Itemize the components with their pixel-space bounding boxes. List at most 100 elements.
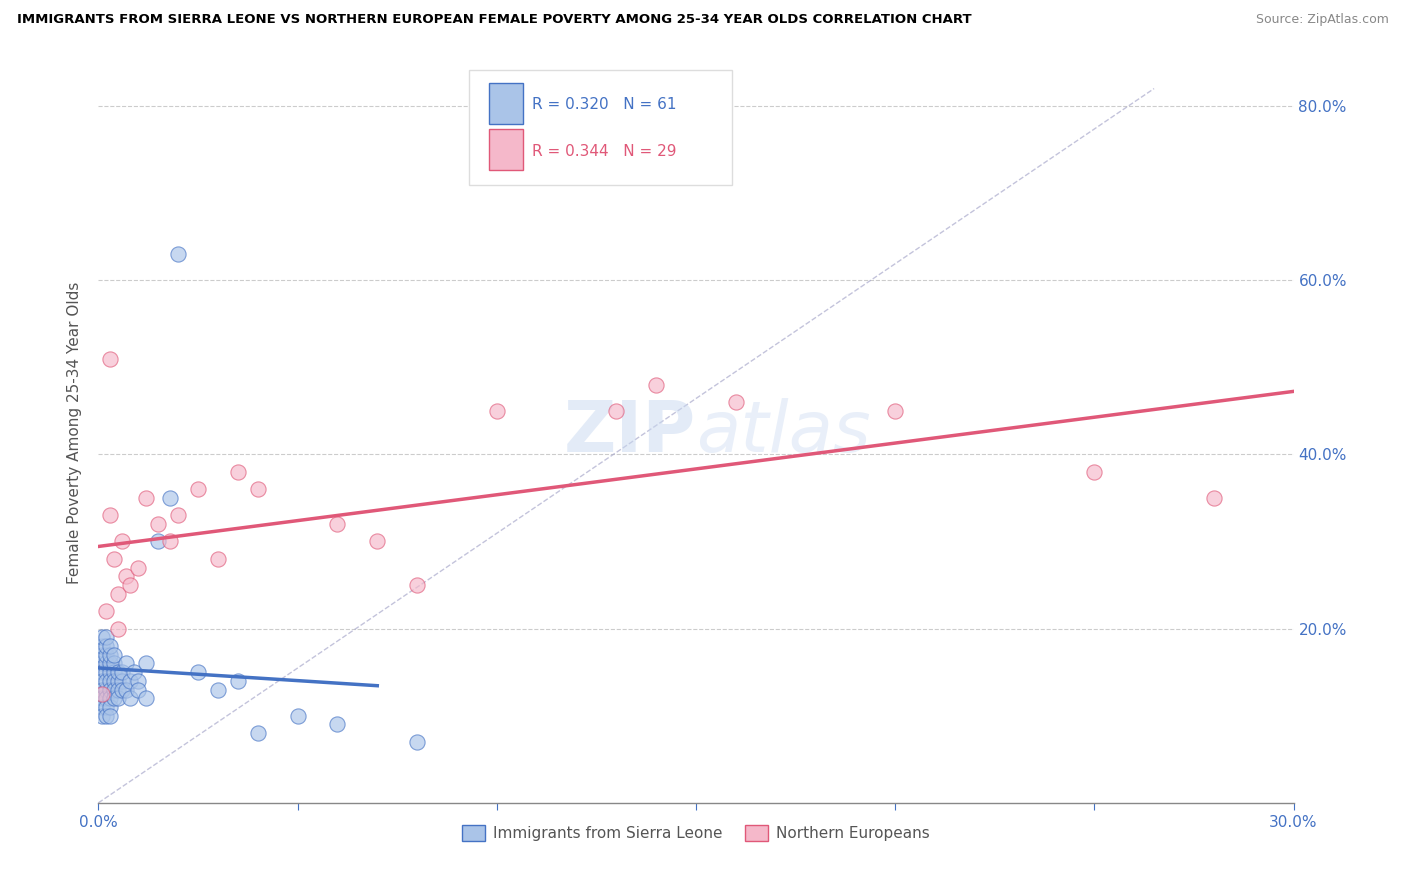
Point [127, 682, 149, 697]
Point [148, 517, 170, 532]
Point [91, 665, 114, 680]
Point [120, 673, 142, 688]
Point [120, 578, 142, 592]
Point [226, 673, 249, 688]
Point [91, 700, 114, 714]
FancyBboxPatch shape [489, 83, 523, 124]
Point [326, 717, 349, 731]
Point [96, 604, 118, 618]
Point [107, 673, 129, 688]
Point [124, 665, 146, 680]
Point [111, 682, 134, 697]
Point [187, 665, 209, 680]
Point [107, 587, 129, 601]
Point [96, 665, 118, 680]
Point [98, 648, 122, 662]
Text: ZIP: ZIP [564, 398, 696, 467]
Point [91, 687, 114, 701]
Point [96, 639, 118, 653]
Text: IMMIGRANTS FROM SIERRA LEONE VS NORTHERN EUROPEAN FEMALE POVERTY AMONG 25-34 YEA: IMMIGRANTS FROM SIERRA LEONE VS NORTHERN… [17, 13, 972, 27]
Point [91, 630, 114, 644]
Point [115, 657, 138, 671]
Legend: Immigrants from Sierra Leone, Northern Europeans: Immigrants from Sierra Leone, Northern E… [456, 819, 936, 847]
Point [187, 482, 209, 496]
Point [111, 534, 134, 549]
Point [91, 708, 114, 723]
Point [135, 691, 157, 706]
Point [103, 665, 125, 680]
Point [326, 517, 349, 532]
Point [96, 708, 118, 723]
Point [111, 665, 134, 680]
Point [167, 508, 190, 523]
Point [246, 482, 269, 496]
Point [91, 673, 114, 688]
Point [645, 377, 668, 392]
Point [98, 657, 122, 671]
Point [91, 648, 114, 662]
Point [98, 682, 122, 697]
Point [103, 552, 125, 566]
Point [98, 673, 122, 688]
Point [98, 508, 122, 523]
Text: atlas: atlas [696, 398, 870, 467]
Point [96, 682, 118, 697]
Point [96, 673, 118, 688]
Point [406, 578, 429, 592]
Point [485, 404, 508, 418]
Point [111, 673, 134, 688]
Point [207, 552, 229, 566]
Point [91, 682, 114, 697]
Point [107, 682, 129, 697]
Point [96, 691, 118, 706]
Point [96, 648, 118, 662]
Point [115, 682, 138, 697]
Point [287, 708, 309, 723]
Point [103, 682, 125, 697]
Point [148, 534, 170, 549]
Text: Source: ZipAtlas.com: Source: ZipAtlas.com [1256, 13, 1389, 27]
Point [98, 708, 122, 723]
Point [96, 630, 118, 644]
Point [724, 395, 747, 409]
Point [605, 404, 627, 418]
Text: R = 0.344   N = 29: R = 0.344 N = 29 [533, 144, 676, 159]
Point [1202, 491, 1225, 505]
Point [96, 657, 118, 671]
Point [91, 691, 114, 706]
Point [366, 534, 388, 549]
Point [103, 691, 125, 706]
Point [115, 569, 138, 583]
Point [98, 700, 122, 714]
Point [884, 404, 907, 418]
Point [207, 682, 229, 697]
Point [98, 665, 122, 680]
Point [107, 665, 129, 680]
Point [246, 726, 269, 740]
Point [103, 657, 125, 671]
Text: R = 0.320   N = 61: R = 0.320 N = 61 [533, 97, 676, 112]
Y-axis label: Female Poverty Among 25-34 Year Olds: Female Poverty Among 25-34 Year Olds [67, 282, 83, 583]
Point [98, 351, 122, 366]
FancyBboxPatch shape [470, 70, 733, 185]
Point [98, 639, 122, 653]
Point [1083, 465, 1105, 479]
Point [135, 491, 157, 505]
Point [107, 691, 129, 706]
Point [103, 648, 125, 662]
Point [98, 691, 122, 706]
Point [167, 247, 190, 261]
FancyBboxPatch shape [489, 129, 523, 169]
Point [103, 673, 125, 688]
Point [135, 657, 157, 671]
Point [159, 534, 181, 549]
Point [120, 691, 142, 706]
Point [91, 639, 114, 653]
Point [127, 673, 149, 688]
Point [406, 735, 429, 749]
Point [226, 465, 249, 479]
Point [107, 622, 129, 636]
Point [91, 657, 114, 671]
Point [96, 700, 118, 714]
Point [127, 560, 149, 574]
